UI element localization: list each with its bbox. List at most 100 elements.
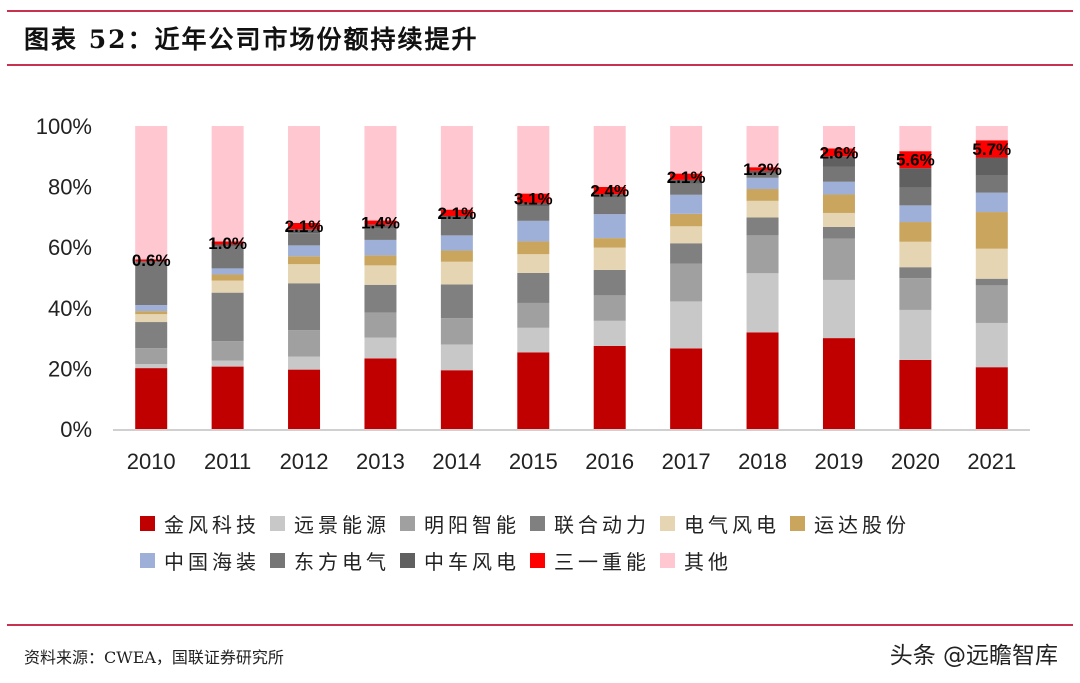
bar-segment [975,248,1008,279]
bar-segment [975,157,1008,176]
bar-segment [593,214,626,239]
x-tick-label: 2010 [127,449,176,474]
bar-segment [517,193,550,203]
bar-segment [211,292,244,342]
bar-segment [670,263,703,302]
bar-segment [211,366,244,429]
bar-segment [899,309,932,360]
legend-label: 联合动力 [554,513,650,537]
figure-title: 图表 52：近年公司市场份额持续提升 [24,25,479,54]
bar-segment [822,156,855,167]
bar-segment [670,213,703,227]
data-label: 1.0% [208,234,247,253]
legend-label: 远景能源 [294,513,390,537]
bar-stack-2015 [517,126,550,429]
bar-segment [364,337,397,359]
bar-segment [517,272,550,303]
bar-segment [517,220,550,242]
bar-segment [440,370,473,429]
bar-segment [364,284,397,313]
y-tick-label: 0% [60,417,92,442]
y-tick-label: 60% [48,235,92,260]
data-label: 3.1% [514,189,553,208]
bar-segment [822,338,855,429]
data-label: 5.6% [896,151,935,170]
legend-swatch [400,553,415,568]
bar-segment [517,352,550,429]
bar-segment [746,173,779,178]
bar-segment [288,126,321,223]
bar-segment [288,356,321,370]
data-label: 2.1% [438,204,477,223]
x-tick-label: 2011 [204,449,251,474]
legend-item: 运达股份 [790,509,910,538]
data-label: 1.4% [361,214,400,233]
legend-item: 明阳智能 [400,509,520,538]
legend-swatch [140,553,155,568]
bar-segment [440,126,473,210]
y-tick-label: 40% [48,296,92,321]
x-tick-label: 2012 [280,449,329,474]
bar-segment [822,226,855,239]
bar-segment [517,302,550,328]
bar-segment [440,219,473,236]
bar-segment [746,200,779,218]
bar-segment [440,261,473,285]
legend-item: 三一重能 [530,546,650,575]
bar-segment [822,148,855,157]
bar-segment [135,261,168,263]
bar-segment [593,345,626,429]
bar-segment [670,348,703,429]
bar-segment [593,247,626,270]
bar-segment [899,359,932,429]
bar-segment [822,181,855,195]
data-label: 5.7% [972,140,1011,159]
bar-segment [899,267,932,279]
bar-stack-2010 [135,126,168,429]
legend-swatch [400,516,415,531]
bar-segment [211,360,244,367]
bar-segment [135,348,168,365]
bar-segment [211,126,244,242]
bar-segment [899,168,932,188]
bar-segment [517,126,550,194]
bar-segment [211,268,244,275]
top-rule [7,10,1073,12]
legend-row: 金风科技 远景能源 明阳智能 联合动力 电气风电 运达股份 [140,505,960,542]
y-tick-label: 80% [48,175,92,200]
legend-swatch [660,516,675,531]
bar-stack-2016 [593,126,626,429]
bar-segment [364,224,397,229]
bar-segment [899,151,932,169]
data-label: 1.2% [743,160,782,179]
watermark: 头条 @远瞻智库 [889,643,1058,669]
bar-segment [440,284,473,319]
bar-stack-2014 [440,126,473,429]
bar-segment [822,212,855,227]
bar-segment [440,344,473,371]
bar-segment [670,183,703,195]
bar-segment [899,278,932,310]
bar-segment [440,215,473,220]
bar-segment [288,264,321,284]
legend-item: 中国海装 [140,546,260,575]
x-tick-label: 2014 [432,449,481,474]
bar-segment [211,280,244,293]
source-note: 资料来源：CWEA，国联证券研究所 [24,648,284,667]
bar-segment [746,217,779,236]
bar-segment [288,330,321,357]
bar-segment [135,126,168,260]
title-rule [7,64,1073,66]
bar-segment [364,126,397,221]
bar-segment [440,235,473,251]
bar-segment [822,238,855,280]
bar-segment [135,305,168,312]
bar-segment [135,311,168,315]
legend-label: 电气风电 [684,513,780,537]
bar-segment [135,314,168,323]
x-tick-label: 2019 [814,449,863,474]
bar-segment [899,187,932,206]
bar-segment [975,285,1008,323]
bar-segment [517,327,550,353]
bar-segment [288,222,321,230]
